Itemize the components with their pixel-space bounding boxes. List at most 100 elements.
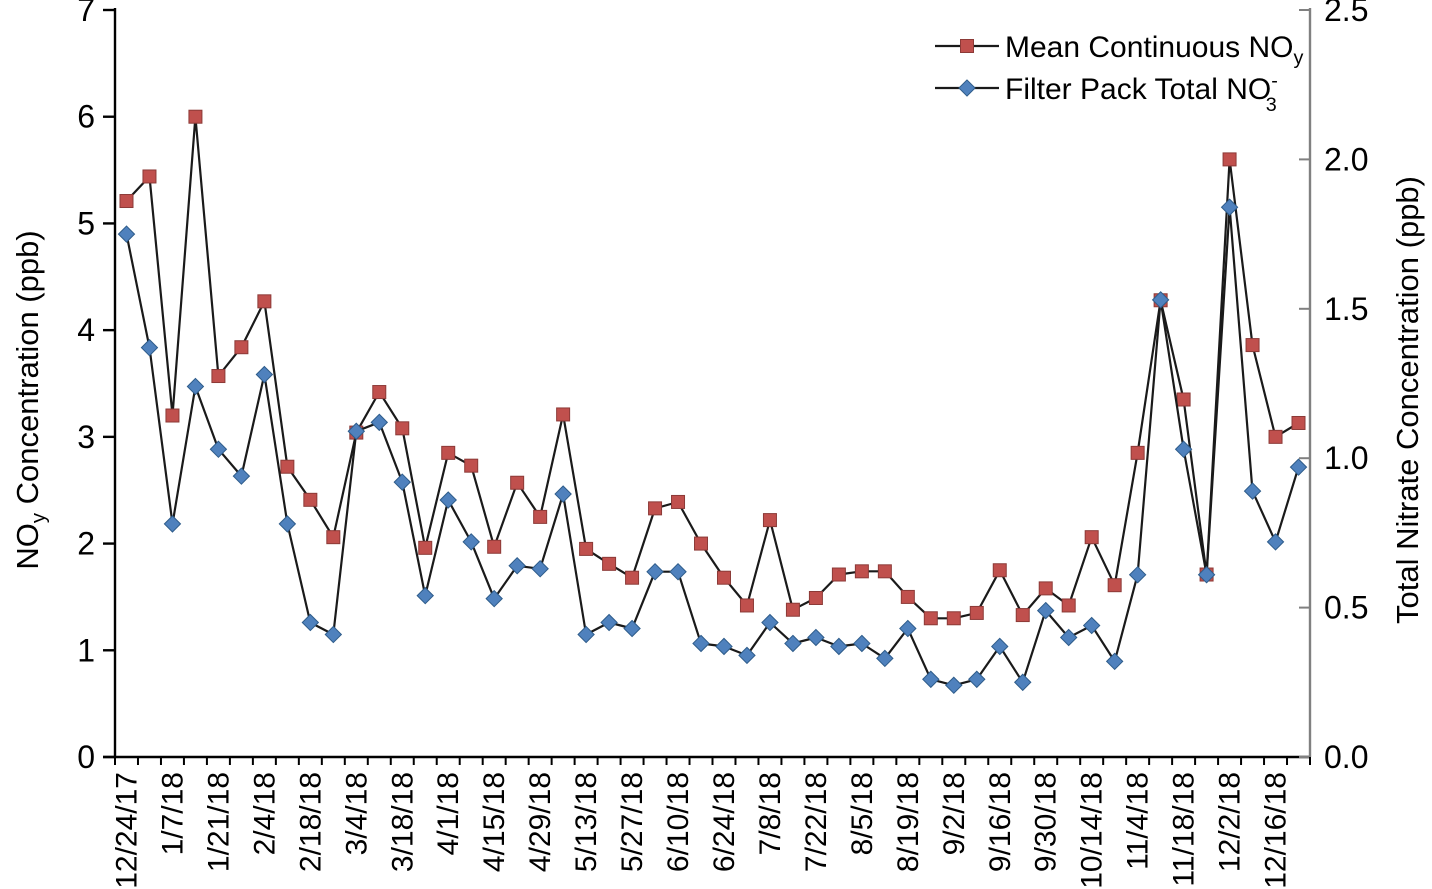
x-tick-label: 5/27/18 — [616, 772, 649, 872]
data-point-marker — [372, 385, 387, 400]
data-point-marker — [669, 562, 687, 581]
y-right-tick-label: 0.5 — [1324, 590, 1368, 626]
data-point-marker — [1266, 533, 1285, 551]
data-point-marker — [830, 637, 848, 656]
legend-marker-diamond — [958, 79, 976, 97]
y-right-tick-label: 2.0 — [1324, 141, 1368, 177]
x-tick-label: 12/2/18 — [1214, 772, 1247, 872]
x-tick-label: 10/14/18 — [1076, 772, 1109, 889]
data-point-marker — [533, 509, 548, 524]
data-point-marker — [301, 613, 320, 632]
legend-label: Filter Pack Total NO-3​ — [1005, 70, 1278, 116]
x-tick-label: 9/16/18 — [984, 772, 1017, 872]
data-point-marker — [1174, 440, 1193, 459]
y-right-axis-title: Total Nitrate Concentration (ppb) — [1390, 176, 1425, 624]
data-point-marker — [1061, 598, 1076, 613]
data-point-marker — [692, 634, 710, 653]
data-point-marker — [1128, 565, 1147, 584]
data-point-marker — [303, 492, 318, 507]
y-left-tick-label: 7 — [77, 0, 95, 28]
data-point-marker — [854, 564, 869, 579]
legend-marker-square — [960, 39, 974, 53]
data-point-marker — [1176, 392, 1191, 407]
x-tick-label: 2/4/18 — [248, 772, 281, 855]
data-point-marker — [1291, 415, 1306, 430]
data-point-marker — [992, 563, 1007, 578]
x-tick-label: 7/22/18 — [800, 772, 833, 872]
data-point-marker — [900, 589, 915, 604]
data-point-marker — [807, 628, 825, 647]
data-point-marker — [487, 539, 502, 554]
data-point-marker — [278, 515, 297, 533]
x-tick-label: 1/21/18 — [202, 772, 235, 872]
data-point-marker — [969, 605, 984, 620]
data-point-marker — [600, 613, 618, 632]
data-point-marker — [439, 491, 457, 509]
data-point-marker — [395, 421, 410, 436]
data-point-marker — [1107, 578, 1122, 593]
data-point-marker — [1084, 530, 1099, 545]
data-point-marker — [1105, 652, 1124, 671]
y-left-tick-label: 5 — [77, 205, 95, 241]
data-point-marker — [554, 485, 572, 503]
y-left-tick-label: 2 — [77, 526, 95, 562]
x-tick-label: 4/15/18 — [478, 772, 511, 872]
data-point-marker — [831, 567, 846, 582]
data-point-marker — [462, 533, 480, 551]
data-point-marker — [255, 365, 274, 384]
data-point-marker — [990, 637, 1009, 656]
data-point-marker — [393, 473, 412, 491]
legend-label: Mean Continuous NOy​ — [1005, 31, 1304, 69]
y-right-tick-label: 1.0 — [1324, 440, 1368, 476]
data-point-marker — [694, 536, 709, 551]
data-point-marker — [716, 570, 731, 585]
data-point-marker — [1245, 338, 1260, 353]
data-point-marker — [347, 422, 366, 441]
data-point-marker — [577, 625, 595, 644]
data-point-marker — [877, 564, 892, 579]
data-point-marker — [531, 559, 549, 578]
data-point-marker — [1289, 458, 1308, 476]
data-point-marker — [326, 530, 341, 545]
data-point-marker — [738, 646, 756, 665]
data-point-marker — [785, 602, 800, 617]
data-point-marker — [441, 445, 456, 460]
data-point-marker — [648, 501, 663, 516]
x-tick-label: 6/24/18 — [708, 772, 741, 872]
data-point-marker — [163, 515, 182, 533]
data-point-marker — [1220, 198, 1239, 216]
x-tick-label: 1/7/18 — [156, 772, 189, 855]
data-point-marker — [671, 494, 686, 509]
data-point-marker — [508, 557, 526, 575]
data-point-marker — [165, 408, 180, 423]
data-point-marker — [142, 169, 157, 184]
x-tick-label: 9/2/18 — [938, 772, 971, 855]
x-tick-label: 9/30/18 — [1030, 772, 1063, 872]
x-tick-label: 6/10/18 — [662, 772, 695, 872]
x-tick-label: 7/8/18 — [754, 772, 787, 855]
data-point-marker — [1197, 565, 1216, 584]
y-right-tick-label: 1.5 — [1324, 291, 1368, 327]
data-point-marker — [140, 338, 159, 357]
data-point-marker — [117, 225, 136, 243]
data-point-marker — [876, 649, 894, 668]
data-point-marker — [186, 377, 205, 396]
data-point-marker — [739, 598, 754, 613]
x-tick-label: 5/13/18 — [570, 772, 603, 872]
x-tick-label: 2/18/18 — [294, 772, 327, 872]
legend-entry-2: Filter Pack Total NO-3​ — [935, 70, 1278, 116]
data-point-marker — [579, 541, 594, 556]
data-point-marker — [1222, 152, 1237, 167]
data-point-marker — [1130, 445, 1145, 460]
data-point-marker — [968, 670, 986, 689]
data-point-marker — [556, 407, 571, 422]
x-tick-label: 11/18/18 — [1168, 772, 1201, 887]
x-tick-label: 3/18/18 — [386, 772, 419, 872]
y-left-axis-title: NOy​ Concentration (ppb) — [10, 230, 50, 569]
legend-entry-1: Mean Continuous NOy​ — [935, 31, 1304, 69]
data-point-marker — [899, 619, 917, 638]
data-point-marker — [623, 619, 641, 638]
series-filter-pack-total-no3 — [117, 198, 1308, 695]
data-point-marker — [1059, 628, 1078, 647]
data-point-marker — [784, 634, 802, 653]
